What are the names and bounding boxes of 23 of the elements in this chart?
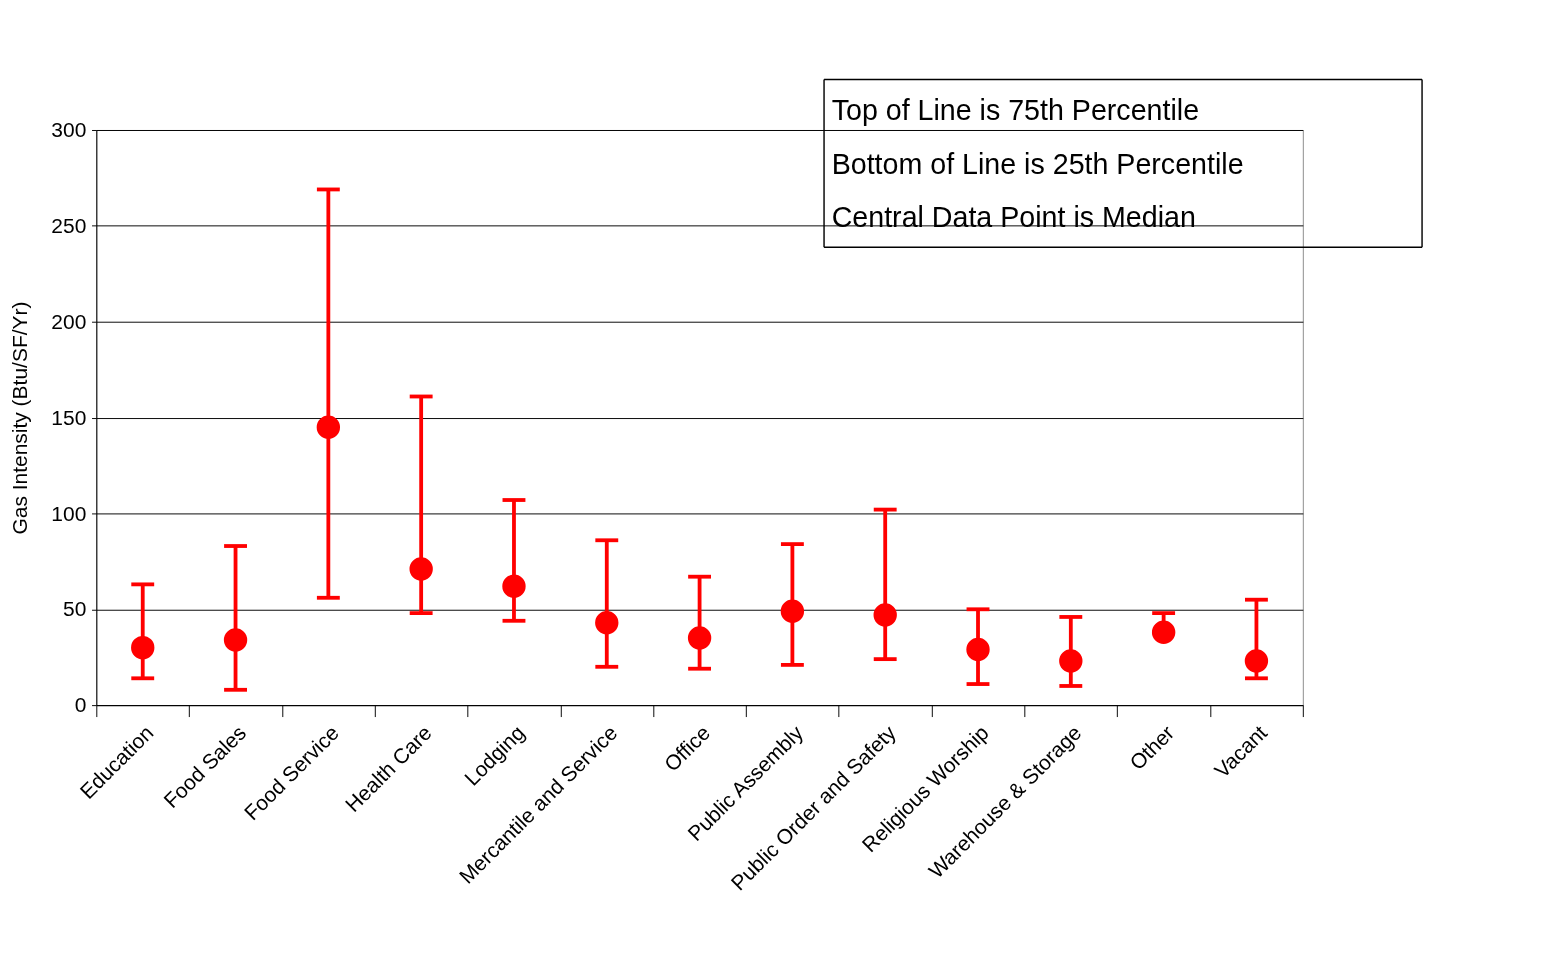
y-tick-label: 50: [62, 597, 87, 621]
y-axis-title: Gas Intensity (Btu/SF/Yr): [8, 301, 32, 535]
y-tick-label: 250: [51, 214, 87, 238]
point: [502, 574, 526, 598]
y-tick-label: 100: [51, 501, 87, 525]
point: [687, 626, 712, 650]
point: [595, 611, 619, 635]
text: Top of Line is 75th Percentile: [831, 94, 1200, 127]
point: [1059, 649, 1083, 673]
y-tick-label: 150: [51, 405, 87, 429]
point: [1151, 620, 1176, 644]
y-tick-label: 300: [51, 118, 87, 142]
point: [223, 628, 248, 652]
point: [966, 637, 990, 662]
y-tick-label: 0: [74, 693, 87, 717]
point: [409, 557, 433, 581]
point: [316, 415, 341, 439]
point: [1244, 649, 1269, 673]
point: [131, 635, 155, 660]
point: [780, 599, 805, 623]
annotation: Bottom of Line is 25th Percentile: [831, 147, 1244, 180]
point: [873, 603, 897, 627]
y-tick-label: 200: [51, 309, 87, 333]
